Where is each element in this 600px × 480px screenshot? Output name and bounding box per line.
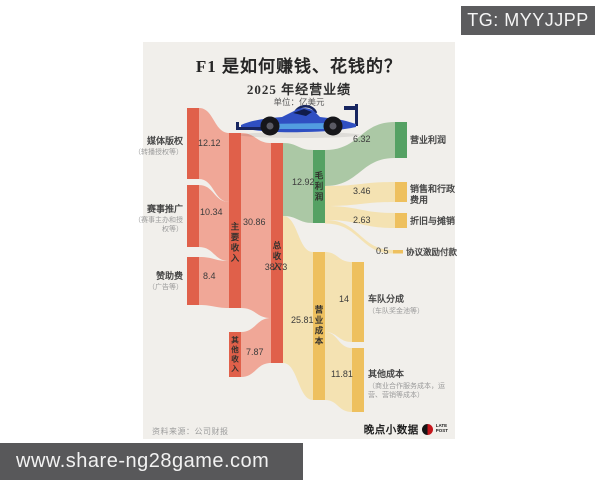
node-team-payments: [352, 262, 364, 342]
node-main-revenue: [229, 133, 241, 308]
label-incentive-payments: 协议激励付款: [406, 247, 458, 257]
value-main-revenue: 30.86: [243, 217, 266, 227]
value-operating-cost: 25.81: [291, 315, 314, 325]
value-other-costs: 11.81: [331, 369, 353, 379]
label-sponsorship-sub: （广告等）: [148, 284, 183, 292]
node-media-rights: [187, 108, 199, 179]
flow-other-to-total: [241, 318, 271, 377]
value-other-revenue: 7.87: [246, 347, 264, 357]
brand-latepost: 晚点小数据 LATE POST: [300, 421, 448, 437]
value-media-rights: 12.12: [198, 138, 221, 148]
label-operating-profit: 营业利润: [410, 135, 447, 145]
flow-main-to-total: [241, 133, 271, 318]
label-sga-expenses: 销售和行政费用: [410, 184, 456, 205]
label-other-costs-title: 其他成本: [368, 369, 405, 379]
tg-badge: TG: MYYJJPP: [461, 6, 595, 35]
value-gross-profit: 12.92: [292, 177, 315, 187]
unit-label: 单位：亿美元: [273, 97, 325, 107]
node-operating-profit: [395, 122, 407, 158]
label-other-costs-sub: （商业合作服务成本，运营、营销等成本）: [368, 382, 445, 399]
brand-word-line1: LATE: [435, 423, 448, 429]
node-label-gross-profit: 毛利润: [314, 171, 324, 203]
f1-car-illustration: [236, 104, 360, 138]
brand-word-line2: POST: [435, 428, 448, 433]
label-sponsorship: 赞助费 （广告等）: [113, 271, 183, 292]
label-sponsorship-title: 赞助费: [155, 271, 183, 281]
node-gross-profit: [313, 150, 325, 223]
label-team-payments-sub: （车队奖金池等）: [368, 307, 424, 315]
label-race-promotion-title: 赛事推广: [146, 204, 183, 214]
node-other-revenue: [229, 332, 241, 377]
label-media-rights: 媒体版权 （转播授权等）: [113, 136, 183, 157]
label-race-promotion-sub: （赛事主办和授权等）: [134, 217, 183, 234]
value-sga-expenses: 3.46: [353, 186, 371, 196]
node-operating-cost: [313, 252, 325, 400]
value-team-payments: 14: [339, 294, 350, 304]
node-sponsorship: [187, 257, 199, 305]
flow-gross-to-opprofit: [325, 122, 395, 186]
label-team-payments: 车队分成 （车队奖金池等）: [368, 294, 452, 316]
latepost-logo-icon: [421, 423, 433, 435]
flow-sponsor-to-main: [199, 257, 229, 308]
node-label-other-revenue: 其他收入: [230, 336, 240, 374]
node-other-costs: [352, 348, 364, 412]
node-label-total-revenue: 总收入: [272, 241, 282, 273]
flow-gross-to-da: [325, 206, 395, 228]
url-bar: www.share-ng28game.com: [0, 443, 303, 480]
label-team-payments-title: 车队分成: [368, 294, 405, 304]
node-sga-expenses: [395, 182, 407, 202]
node-label-operating-cost: 营业成本: [314, 305, 324, 347]
brand-name: 晚点小数据: [363, 423, 419, 436]
node-race-promotion: [187, 185, 199, 247]
flow-promotion-to-main: [199, 185, 229, 261]
flow-media-to-main: [199, 108, 229, 202]
flow-gross-to-incentive: [325, 220, 393, 254]
value-total-revenue: 38.73: [264, 262, 288, 272]
value-incentive-payments: 0.5: [376, 246, 389, 256]
value-sponsorship: 8.4: [203, 271, 216, 281]
brand-wordmark: LATE POST: [435, 423, 448, 434]
source-note: 资料来源：公司财报: [152, 427, 229, 436]
flow-gross-to-sga: [325, 182, 395, 206]
node-incentive-payments: [393, 250, 403, 254]
value-operating-profit: 6.32: [353, 134, 371, 144]
flow-total-to-cost: [283, 216, 313, 400]
value-depreciation-amortization: 2.63: [353, 215, 371, 225]
label-other-costs: 其他成本 （商业合作服务成本，运营、营销等成本）: [368, 369, 446, 400]
label-race-promotion: 赛事推广 （赛事主办和授权等）: [131, 204, 183, 235]
label-media-rights-title: 媒体版权: [146, 136, 183, 146]
node-depreciation-amortization: [395, 213, 407, 228]
chart-subtitle: 2025 年经营业绩: [246, 82, 352, 97]
label-media-rights-sub: （转播授权等）: [134, 149, 183, 157]
value-race-promotion: 10.34: [200, 207, 223, 217]
flow-cost-to-team: [325, 252, 352, 342]
chart-title: F1 是如何赚钱、花钱的？: [195, 57, 403, 76]
label-depreciation-amortization: 折旧与摊销: [410, 216, 456, 226]
flow-total-to-gross: [283, 143, 313, 223]
node-label-main-revenue: 主要收入: [230, 221, 240, 264]
node-total-revenue: [271, 143, 283, 363]
flow-cost-to-othercosts: [325, 332, 352, 412]
